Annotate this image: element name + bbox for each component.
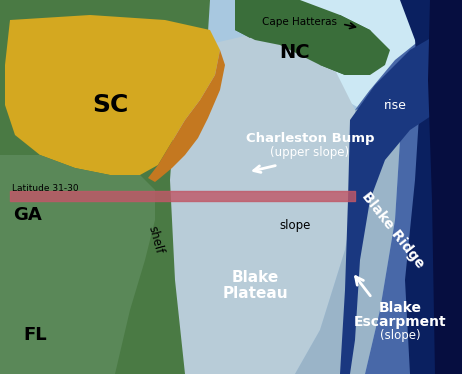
- Polygon shape: [428, 0, 462, 374]
- Polygon shape: [355, 30, 462, 374]
- Text: Latitude 31-30: Latitude 31-30: [12, 184, 79, 193]
- Text: Charleston Bump: Charleston Bump: [246, 132, 374, 144]
- Polygon shape: [400, 0, 462, 374]
- Text: Cape Hatteras: Cape Hatteras: [262, 17, 338, 27]
- Text: Blake: Blake: [231, 270, 279, 285]
- Polygon shape: [315, 15, 385, 75]
- Polygon shape: [235, 0, 265, 38]
- Polygon shape: [190, 0, 462, 374]
- Text: FL: FL: [23, 326, 47, 344]
- Text: rise: rise: [383, 98, 407, 111]
- Polygon shape: [260, 0, 462, 160]
- Polygon shape: [5, 15, 220, 175]
- Polygon shape: [0, 155, 155, 374]
- Polygon shape: [148, 50, 225, 182]
- Text: Plateau: Plateau: [222, 286, 288, 301]
- Text: GA: GA: [13, 206, 43, 224]
- Text: NC: NC: [280, 43, 310, 61]
- Text: SC: SC: [92, 93, 128, 117]
- Text: (slope): (slope): [380, 329, 420, 343]
- Text: Blake: Blake: [378, 301, 421, 315]
- Polygon shape: [170, 30, 360, 374]
- Text: shelf: shelf: [145, 225, 165, 255]
- Text: Escarpment: Escarpment: [354, 315, 446, 329]
- Polygon shape: [340, 20, 462, 374]
- Polygon shape: [235, 0, 390, 75]
- Text: (upper slope): (upper slope): [270, 145, 350, 159]
- Text: slope: slope: [280, 218, 310, 232]
- Text: Blake Ridge: Blake Ridge: [359, 189, 427, 271]
- Polygon shape: [295, 90, 400, 374]
